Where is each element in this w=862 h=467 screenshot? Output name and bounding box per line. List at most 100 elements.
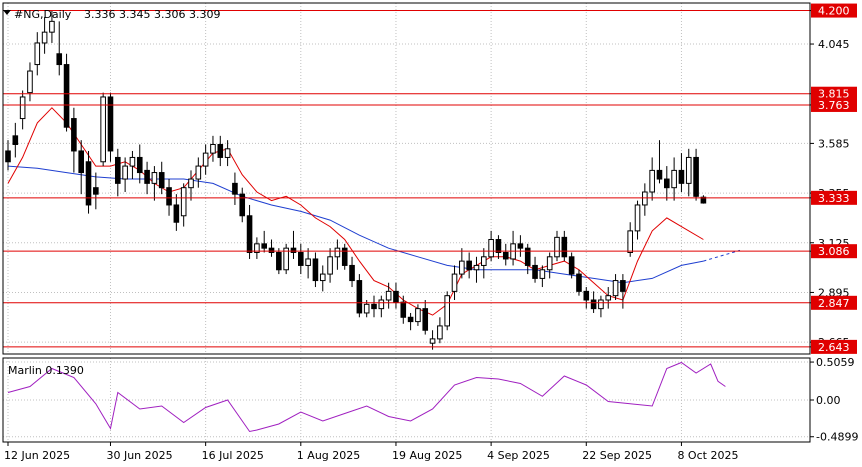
price-tick-label: 4.045: [818, 38, 850, 51]
candle-body-bear: [290, 247, 297, 253]
osc-tick-label: 0.00: [816, 394, 841, 407]
candle: [12, 122, 19, 158]
candle: [217, 135, 224, 167]
candle: [634, 200, 641, 240]
candle-body-bear: [232, 182, 238, 195]
moving-average-fast: [7, 107, 704, 316]
candle: [298, 243, 304, 275]
candle-body-bear: [664, 178, 670, 189]
candle: [232, 172, 238, 205]
candle-body-bear: [656, 169, 663, 180]
candle-body-bull: [363, 303, 370, 314]
candle: [34, 32, 41, 76]
candle: [495, 235, 502, 259]
candle-body-bear: [268, 247, 275, 253]
candle-body-bull: [481, 256, 487, 266]
candle-body-bear: [371, 303, 377, 310]
candle: [283, 243, 289, 275]
candle-body-bear: [356, 280, 363, 314]
candle-body-bear: [144, 169, 150, 184]
candle-body-bear: [561, 236, 568, 258]
candle: [210, 135, 216, 162]
candle-body-bear: [115, 156, 121, 184]
price-level-badge: [811, 295, 857, 310]
candle: [151, 166, 158, 201]
candle-body-bull: [649, 169, 655, 193]
candle: [100, 92, 106, 167]
candle-body-bull: [598, 299, 604, 310]
candle-body-bear: [407, 316, 414, 323]
candle: [576, 269, 582, 296]
candle: [334, 239, 341, 270]
time-axis: 12 Jun 2025 30 Jun 2025 16 Jul 2025 1 Aug 2…: [4, 442, 738, 462]
chevron-down-icon[interactable]: [3, 10, 11, 15]
candle-body-bull: [378, 299, 385, 310]
candle: [261, 230, 267, 253]
candle: [400, 295, 407, 324]
candle-body-bull: [634, 204, 641, 232]
candle-body-bear: [71, 118, 77, 152]
candle: [41, 17, 48, 54]
oscillator-panel: 0.5059 0.00 -0.4899: [2, 356, 858, 444]
oscillator-label: Marlin 0.1390: [8, 364, 84, 377]
candle: [510, 230, 516, 266]
candle: [393, 282, 399, 309]
candle-body-bear: [502, 251, 509, 260]
candle-body-bear: [261, 243, 267, 249]
candle: [488, 230, 494, 262]
candle: [136, 144, 143, 184]
candle-body-bear: [5, 150, 11, 163]
price-level-label: 2.643: [818, 341, 850, 354]
time-tick-label: 12 Jun 2025: [4, 449, 70, 462]
candle: [239, 187, 246, 223]
chart-symbol-title: #NG,Daily: [14, 8, 72, 21]
candle: [466, 252, 472, 279]
time-tick-label: 8 Oct 2025: [677, 449, 738, 462]
price-panel: 4.2004.0453.8153.7633.5853.3553.3333.125…: [2, 2, 857, 355]
candle: [422, 300, 429, 335]
candle-body-bear: [678, 169, 685, 184]
candle: [693, 148, 699, 201]
candle-body-bull: [202, 152, 209, 167]
candle-body-bull: [283, 247, 289, 271]
candle: [590, 291, 597, 313]
candle: [93, 172, 99, 210]
candle: [71, 107, 77, 173]
candle: [107, 92, 114, 162]
candle: [63, 53, 70, 132]
candle-body-bull: [122, 165, 128, 180]
candle-body-bear: [239, 193, 246, 217]
candle: [554, 230, 560, 262]
candle: [561, 230, 568, 262]
time-tick-label: 22 Sep 2025: [582, 449, 652, 462]
candle: [437, 317, 443, 344]
candle-body-bear: [700, 196, 707, 204]
time-tick-label: 30 Jun 2025: [106, 449, 172, 462]
candle: [115, 148, 121, 197]
osc-tick-label: -0.4899: [816, 431, 858, 444]
candle: [700, 195, 707, 204]
candle-body-bull: [254, 243, 260, 253]
candle: [254, 237, 260, 259]
candle-body-bull: [671, 169, 677, 189]
candle-body-bull: [459, 260, 465, 275]
candle: [305, 248, 311, 279]
candle-body-bull: [27, 70, 33, 94]
time-tick-label: 19 Aug 2025: [392, 449, 462, 462]
candle: [664, 166, 670, 201]
candle: [685, 148, 692, 197]
candle-body-bear: [590, 299, 597, 310]
price-level-label: 3.763: [818, 99, 850, 112]
candle: [144, 161, 150, 195]
candle-body-bull: [188, 178, 194, 189]
candle: [642, 183, 648, 216]
osc-tick-label: 0.5059: [816, 356, 855, 369]
candle-body-bear: [78, 150, 85, 174]
candle-body-bear: [393, 290, 399, 303]
candle-body-bear: [466, 260, 472, 271]
candle-body-bull: [49, 20, 55, 33]
candle: [78, 140, 85, 195]
candle: [656, 140, 663, 184]
price-level-badge: [811, 339, 857, 354]
time-tick-label: 1 Aug 2025: [297, 449, 360, 462]
